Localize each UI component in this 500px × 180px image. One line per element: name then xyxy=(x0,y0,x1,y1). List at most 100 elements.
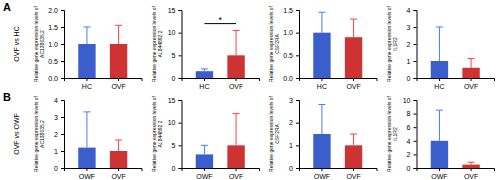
x-tick: OVF xyxy=(464,78,478,90)
y-tick-mark xyxy=(179,55,182,56)
error-bar-stem xyxy=(86,27,87,44)
error-bar xyxy=(350,19,357,37)
y-tick-label: 0 xyxy=(289,165,293,172)
y-tick: 0 xyxy=(407,75,417,82)
x-axis: OWFOVF xyxy=(300,168,378,180)
x-tick: OWF xyxy=(196,168,212,180)
y-tick: 0 xyxy=(54,165,64,172)
x-axis: HCOVF xyxy=(417,78,495,90)
panel: 0123OWFOVFRelative gene expression level… xyxy=(268,95,377,180)
y-tick: 8 xyxy=(407,110,417,117)
y-tick-mark xyxy=(414,168,417,169)
x-tick-mark xyxy=(236,78,237,81)
x-tick-label: OVF xyxy=(464,173,478,180)
y-tick-mark xyxy=(179,100,182,101)
error-bar-cap xyxy=(318,12,325,13)
y-tick: 0.0 xyxy=(283,75,299,82)
error-bar-cap xyxy=(115,25,122,26)
y-tick-label: 5 xyxy=(172,52,176,59)
bar xyxy=(196,154,213,168)
error-bar xyxy=(201,145,208,154)
x-tick: OVF xyxy=(346,168,360,180)
error-bar-stem xyxy=(471,58,472,67)
axis-line xyxy=(417,79,495,82)
y-tick: 2 xyxy=(407,151,417,158)
y-tick: 10 xyxy=(168,119,182,126)
y-axis-label: Relative gene expression levels ofIL1R2 xyxy=(386,5,398,81)
y-tick-mark xyxy=(414,100,417,101)
x-tick-label: HC xyxy=(82,83,92,90)
y-tick: 1 xyxy=(407,58,417,65)
x-tick-mark xyxy=(204,78,205,81)
y-tick-mark xyxy=(61,61,64,62)
panel: 01234HCOVFRelative gene expression level… xyxy=(386,5,495,90)
y-tick: 15 xyxy=(168,97,182,104)
axis-line xyxy=(414,11,418,79)
y-tick-label: 4 xyxy=(407,138,411,145)
y-tick-mark xyxy=(296,123,299,124)
y-tick: 5 xyxy=(172,142,182,149)
x-tick-mark xyxy=(353,168,354,171)
bar xyxy=(110,151,127,168)
y-axis: 01234 xyxy=(54,97,64,172)
error-bar xyxy=(83,27,90,44)
y-tick-mark xyxy=(296,33,299,34)
y-tick: 4 xyxy=(407,138,417,145)
y-tick-mark xyxy=(296,100,299,101)
error-bar-stem xyxy=(118,25,119,44)
x-tick-mark xyxy=(86,78,87,81)
axis-line xyxy=(61,11,65,79)
y-axis-label: Relative gene expression levels ofAL8448… xyxy=(151,5,163,81)
y-tick-label: 10 xyxy=(168,119,176,126)
y-tick-mark xyxy=(61,10,64,11)
error-bar-cap xyxy=(350,134,357,135)
error-bar-stem xyxy=(236,114,237,146)
axis-line xyxy=(182,169,260,172)
y-tick-mark xyxy=(414,127,417,128)
bar xyxy=(462,68,479,78)
error-bar xyxy=(436,27,443,61)
y-tick-mark xyxy=(179,168,182,169)
error-bar-cap xyxy=(233,30,240,31)
bar xyxy=(227,55,244,78)
x-tick-mark xyxy=(118,78,119,81)
error-bar-cap xyxy=(350,19,357,20)
error-bar-stem xyxy=(321,12,322,32)
y-tick-mark xyxy=(61,27,64,28)
x-tick-label: HC xyxy=(317,83,327,90)
bar xyxy=(78,148,95,168)
error-bar-cap xyxy=(201,145,208,146)
y-tick-mark xyxy=(414,78,417,79)
y-tick: 2 xyxy=(54,131,64,138)
y-axis-label: Relative gene expression levels ofIL1R2 xyxy=(386,95,398,171)
axis-line xyxy=(414,101,418,169)
y-tick-mark xyxy=(179,78,182,79)
y-tick-label: 2 xyxy=(289,119,293,126)
y-tick: 0 xyxy=(172,75,182,82)
x-tick-label: OVF xyxy=(111,173,125,180)
y-tick-label: 0 xyxy=(54,165,58,172)
y-tick-label: 3 xyxy=(289,97,293,104)
y-tick-label: 2 xyxy=(54,131,58,138)
y-axis: 0 1 2 3 xyxy=(289,97,299,172)
marks xyxy=(313,105,362,168)
error-bar-stem xyxy=(353,19,354,37)
x-tick-mark xyxy=(321,78,322,81)
bar xyxy=(196,71,213,78)
y-tick: 10 xyxy=(168,29,182,36)
y-tick: 5 xyxy=(172,52,182,59)
y-tick-label: 1 xyxy=(54,148,58,155)
panel-label: A xyxy=(3,1,11,13)
error-bar-cap xyxy=(436,27,443,28)
y-tick-mark xyxy=(414,44,417,45)
bar xyxy=(345,37,362,78)
error-bar-stem xyxy=(439,110,440,141)
y-axis-label: Relative gene expression levels ofAC1380… xyxy=(33,95,45,171)
axis-line xyxy=(65,79,143,82)
panel: 051015HCOVFRelative gene expression leve… xyxy=(151,5,260,90)
x-axis: HCOVF xyxy=(65,78,143,90)
error-bar-cap xyxy=(318,104,325,105)
y-tick: 1 xyxy=(289,142,299,149)
y-axis: 01234 xyxy=(407,7,417,82)
y-tick-label: 1.5 xyxy=(283,7,293,14)
